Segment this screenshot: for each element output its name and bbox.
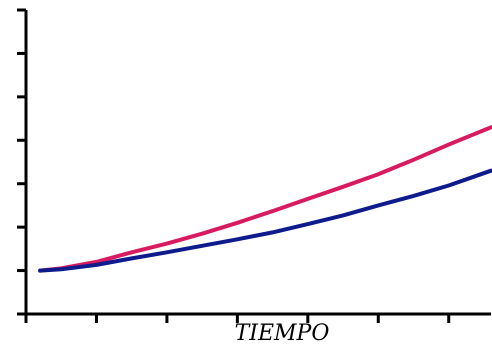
x-axis-title: TIEMPO: [235, 321, 330, 345]
series-line-1: [38, 125, 492, 273]
axis-ticks: [17, 8, 451, 323]
axes: [24, 10, 491, 316]
series-lines: [38, 125, 492, 273]
series-line-2: [38, 168, 492, 273]
